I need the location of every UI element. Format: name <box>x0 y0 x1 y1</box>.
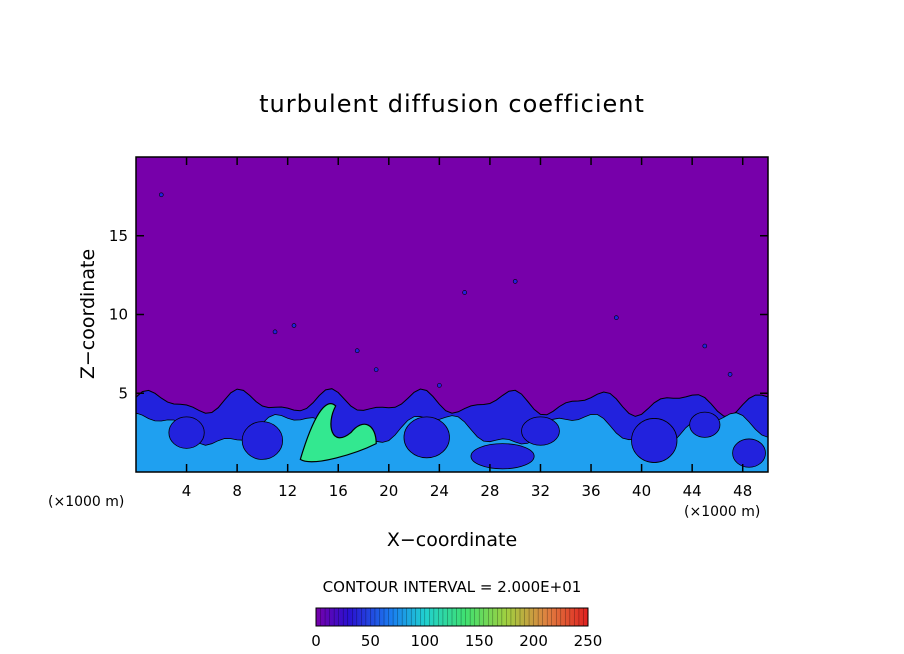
high-value-region <box>299 403 377 463</box>
low-value-pocket <box>689 411 721 438</box>
y-tick-label: 5 <box>118 384 128 402</box>
x-tick-label: 32 <box>531 482 550 500</box>
low-value-pocket <box>168 416 205 449</box>
x-tick-label: 20 <box>379 482 398 500</box>
x-tick-label: 8 <box>232 482 242 500</box>
x-tick-label: 48 <box>733 482 752 500</box>
chart-title: turbulent diffusion coefficient <box>259 90 645 118</box>
low-value-pocket <box>241 421 284 460</box>
x-unit-right: (×1000 m) <box>684 504 760 520</box>
colorbar-tick-label: 200 <box>519 632 548 650</box>
colorbar-tick-label: 100 <box>410 632 439 650</box>
x-unit-left: (×1000 m) <box>48 494 124 510</box>
turbulent-layer <box>136 192 768 472</box>
x-tick-label: 12 <box>278 482 297 500</box>
y-tick-label: 10 <box>109 306 128 324</box>
isolated-blob <box>727 372 733 377</box>
x-axis-label: X−coordinate <box>387 529 517 551</box>
colorbar-tick-label: 50 <box>361 632 380 650</box>
low-value-pocket <box>732 438 766 468</box>
low-value-pocket <box>521 416 560 446</box>
x-tick-label: 28 <box>480 482 499 500</box>
x-tick-label: 44 <box>683 482 702 500</box>
y-axis-ticks: 5 10 15 <box>109 227 768 402</box>
contour-interval-label: CONTOUR INTERVAL = 2.000E+01 <box>323 578 582 596</box>
low-value-pocket <box>631 418 678 463</box>
isolated-blob <box>373 367 379 372</box>
isolated-blob <box>291 323 297 328</box>
x-tick-label: 4 <box>182 482 192 500</box>
colorbar-tick-label: 0 <box>311 632 321 650</box>
colorbar-stripes <box>320 608 584 626</box>
isolated-blob <box>272 329 278 335</box>
isolated-blob <box>462 290 467 295</box>
x-tick-label: 24 <box>430 482 449 500</box>
colorbar-ticks: 0 50 100 150 200 250 <box>311 632 602 650</box>
colorbar-tick-label: 150 <box>465 632 494 650</box>
x-axis-ticks: 4 8 12 16 20 24 28 32 36 40 44 48 <box>182 157 752 500</box>
isolated-blob <box>437 383 442 388</box>
low-value-pocket <box>470 443 535 470</box>
y-axis-label: Z−coordinate <box>77 249 99 379</box>
y-tick-label: 15 <box>109 227 128 245</box>
isolated-blob <box>512 279 518 284</box>
isolated-blob <box>614 315 619 320</box>
isolated-blob <box>702 343 708 349</box>
x-tick-label: 36 <box>581 482 600 500</box>
x-tick-label: 40 <box>632 482 651 500</box>
low-value-pocket <box>403 416 450 459</box>
colorbar-tick-label: 250 <box>574 632 603 650</box>
plot-area <box>136 157 768 472</box>
x-tick-label: 16 <box>329 482 348 500</box>
isolated-blob <box>354 348 360 354</box>
isolated-blob <box>158 192 164 198</box>
